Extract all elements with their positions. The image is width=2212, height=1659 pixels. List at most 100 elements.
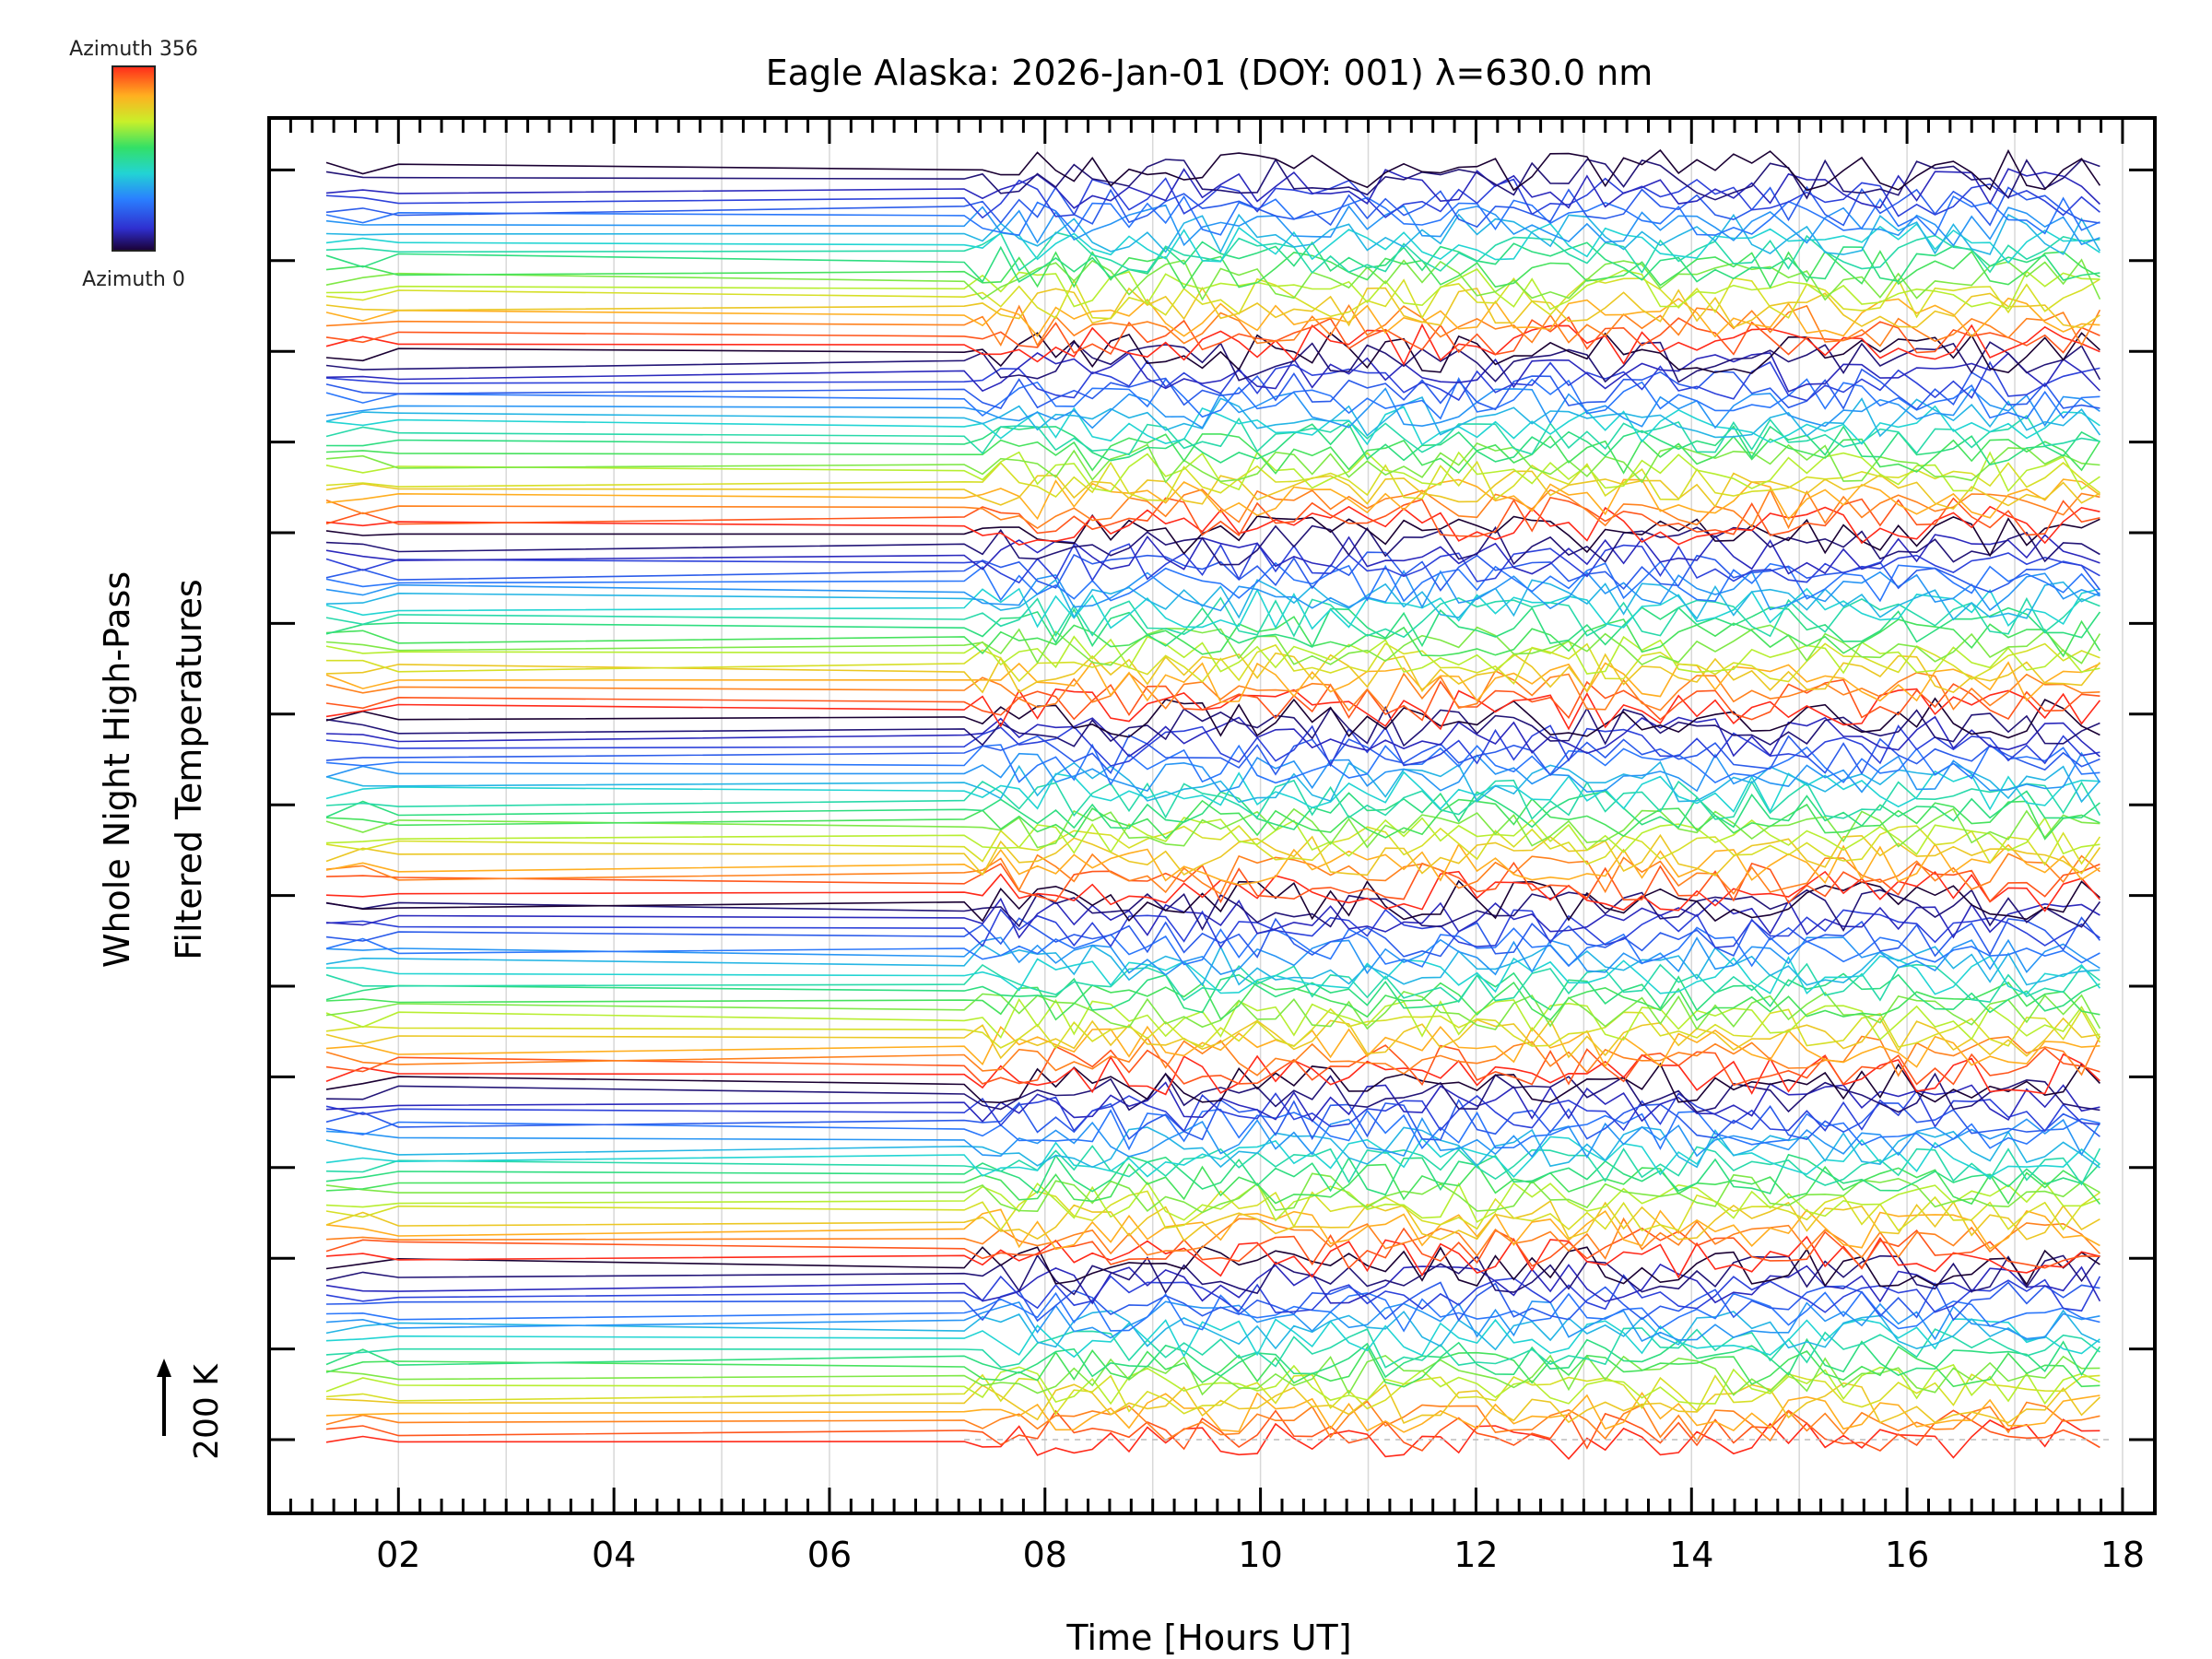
series-line: [325, 303, 2101, 347]
series-line: [325, 1300, 2100, 1343]
series-line: [325, 194, 2100, 237]
series-line: [325, 297, 2100, 338]
series-line: [325, 936, 2100, 976]
series-line: [325, 955, 2101, 995]
series-line: [325, 451, 2100, 493]
series-line: [325, 853, 2100, 895]
series-line: [325, 1253, 2101, 1296]
scale-bar: 200 K: [157, 1359, 226, 1460]
series-line: [325, 779, 2101, 820]
series-line: [325, 460, 2100, 502]
series-line: [325, 1081, 2100, 1123]
series-line: [325, 688, 2101, 731]
series-line: [325, 316, 2100, 356]
series-line: [325, 1145, 2101, 1186]
x-tick-label: 14: [1669, 1535, 1713, 1575]
x-tick-label: 12: [1453, 1535, 1498, 1575]
series-line: [325, 1181, 2100, 1223]
x-tick-labels: 02 04 06 08 10 12 14 16 18: [376, 1535, 2145, 1575]
scale-bar-arrow-head: [157, 1359, 171, 1377]
series-line: [325, 797, 2100, 841]
series-line: [325, 505, 2100, 546]
series-line: [325, 185, 2100, 229]
series-line: [325, 222, 2100, 265]
series-line: [325, 323, 2100, 366]
series-line: [325, 1172, 2100, 1214]
series-line: [325, 616, 2101, 658]
series-line: [325, 1235, 2100, 1279]
series-line: [325, 1354, 2100, 1396]
series-line: [325, 1346, 2100, 1388]
x-tick-label: 18: [2100, 1535, 2145, 1575]
series-line: [325, 705, 2100, 747]
series-line: [325, 1108, 2100, 1151]
series-line: [325, 1025, 2100, 1068]
series-line: [325, 1035, 2101, 1077]
series-line: [325, 770, 2100, 814]
series-line: [325, 1227, 2100, 1269]
series-line: [325, 842, 2100, 886]
y-axis-label-line-2: Filtered Temperatures: [169, 579, 209, 959]
series-line: [325, 678, 2100, 722]
series-line: [325, 1053, 2100, 1096]
x-tick-label: 10: [1238, 1535, 1282, 1575]
series-line: [325, 916, 2101, 959]
series-line: [325, 513, 2100, 558]
series-line: [325, 542, 2100, 584]
x-axis-label: Time [Hours UT]: [1065, 1618, 1351, 1658]
series-line: [325, 734, 2100, 777]
series-line: [325, 377, 2100, 420]
series-line: [325, 897, 2100, 939]
series-line: [325, 241, 2100, 283]
series-line: [325, 332, 2100, 374]
series-line: [325, 962, 2100, 1004]
plot-frame: [267, 116, 2157, 1515]
series-line: [325, 387, 2100, 429]
series-line: [325, 833, 2101, 877]
series-line: [325, 1263, 2101, 1305]
series-line: [325, 807, 2100, 849]
series-line: [325, 1044, 2100, 1087]
series-line: [325, 1007, 2101, 1050]
series-line: [325, 551, 2101, 594]
series-line: [325, 488, 2100, 530]
grid: [397, 118, 2124, 1513]
y-axis-label-line-1: Whole Night High-Pass: [97, 571, 137, 968]
series-line: [325, 359, 2100, 402]
series-line: [325, 352, 2100, 393]
series-line: [325, 578, 2100, 621]
series-line: [325, 816, 2100, 857]
y-axis-label: Whole Night High-Pass Filtered Temperatu…: [97, 571, 209, 968]
series-line: [325, 213, 2101, 255]
series-line: [325, 980, 2100, 1022]
colorbar: Azimuth 356 Azimuth 0: [69, 38, 198, 291]
series-line: [325, 587, 2100, 630]
series-line: [325, 1382, 2100, 1425]
series-line: [325, 724, 2100, 768]
series-line: [325, 1117, 2101, 1159]
series-line: [325, 258, 2101, 301]
chart-title: Eagle Alaska: 2026-Jan-01 (DOY: 001) λ=6…: [766, 53, 1653, 93]
colorbar-bottom-label: Azimuth 0: [82, 268, 185, 291]
series-line: [325, 990, 2101, 1031]
series-line: [325, 997, 2101, 1041]
x-tick-label: 04: [592, 1535, 636, 1575]
x-tick-label: 16: [1885, 1535, 1929, 1575]
colorbar-top-label: Azimuth 356: [69, 38, 198, 61]
series-line: [325, 635, 2100, 675]
series-line: [325, 267, 2100, 311]
series-line: [325, 442, 2100, 484]
series-line: [325, 496, 2100, 537]
series-line: [325, 405, 2100, 446]
series-line: [325, 1400, 2100, 1442]
series-line: [326, 642, 2100, 686]
series-line: [325, 888, 2101, 932]
series-line: [325, 861, 2100, 904]
series-line: [325, 870, 2101, 912]
series-line: [325, 1327, 2100, 1369]
series-line: [325, 148, 2101, 192]
series-line: [325, 971, 2100, 1014]
series-line: [325, 790, 2100, 830]
series-line: [325, 1373, 2100, 1416]
